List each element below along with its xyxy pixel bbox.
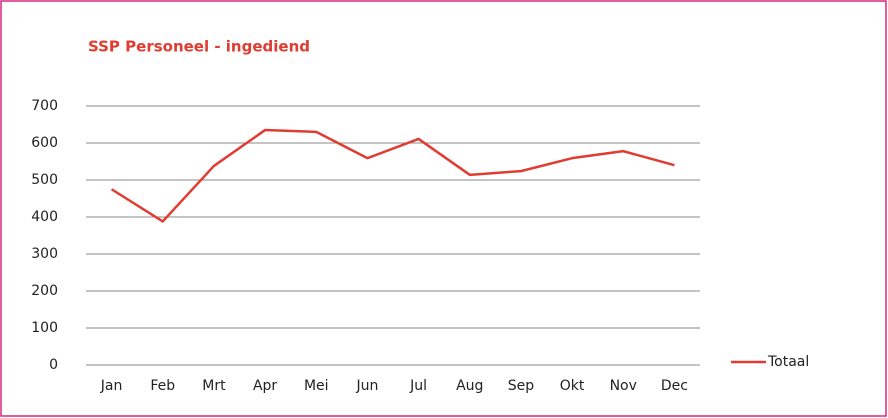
y-tick-label: 100 (31, 320, 58, 336)
x-tick-label: Aug (456, 378, 483, 394)
x-tick-label: Apr (253, 378, 277, 394)
x-tick-label: Jul (409, 378, 427, 394)
y-tick-label: 700 (31, 98, 58, 114)
chart-title: SSP Personeel - ingediend (88, 38, 310, 56)
x-tick-label: Jun (355, 378, 378, 394)
x-tick-label: Mrt (202, 378, 226, 394)
x-tick-label: Dec (661, 378, 688, 394)
x-tick-label: Okt (560, 378, 585, 394)
legend-label: Totaal (767, 354, 809, 370)
y-tick-label: 500 (31, 172, 58, 188)
y-tick-label: 300 (31, 246, 58, 262)
x-tick-label: Sep (508, 378, 535, 394)
data-line (110, 128, 675, 223)
x-tick-label: Jan (100, 378, 123, 394)
x-tick-label: Feb (150, 378, 175, 394)
x-tick-label: Nov (610, 378, 637, 394)
y-tick-label: 400 (31, 209, 58, 225)
x-tick-label: Mei (304, 378, 329, 394)
y-tick-label: 0 (49, 357, 58, 373)
y-tick-label: 600 (31, 135, 58, 151)
y-tick-label: 200 (31, 283, 58, 299)
